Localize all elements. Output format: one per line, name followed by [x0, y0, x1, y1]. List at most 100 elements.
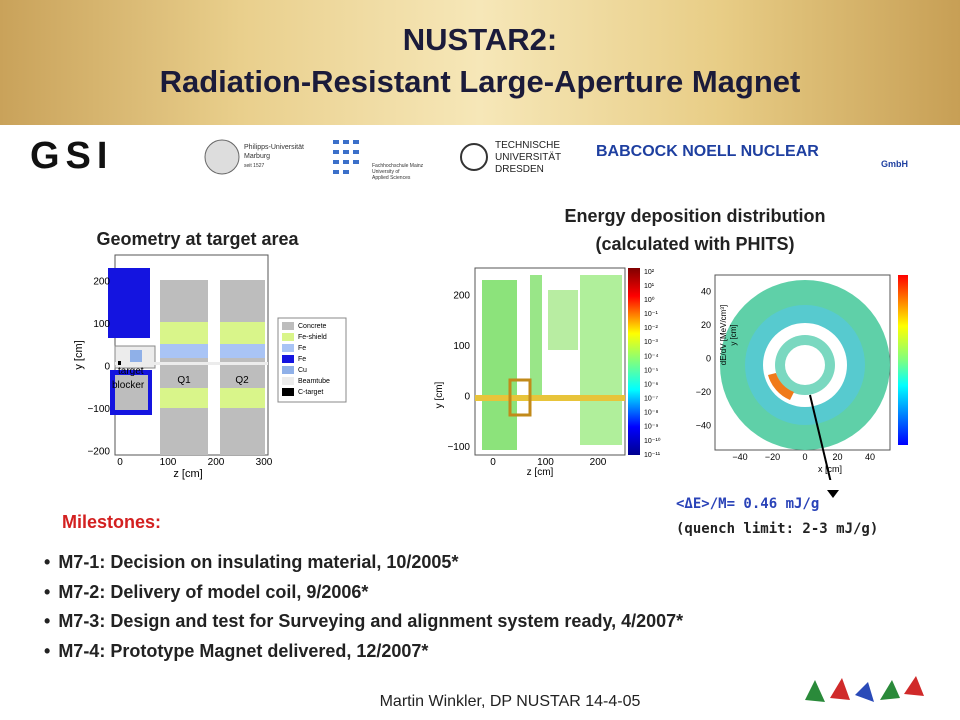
milestone-item: M7-1: Decision on insulating material, 1… [44, 552, 458, 573]
legend-swatch [282, 377, 294, 385]
colorbar-label: 10⁻⁵ [644, 367, 658, 374]
legend-label: Fe [298, 345, 306, 352]
logo-text: UNIVERSITÄT [495, 151, 561, 163]
y-tick-label: 200 [93, 277, 110, 288]
logo-text: DRESDEN [495, 164, 544, 175]
x-tick-label: 0 [802, 452, 807, 462]
pointer-line [809, 394, 832, 480]
title-line: NUSTAR2: [402, 22, 558, 57]
x-axis-label: x [cm] [818, 464, 842, 474]
logo-text: Applied Sciences [372, 175, 411, 181]
x-tick-label: 100 [160, 457, 177, 468]
y-tick-label: 20 [701, 320, 711, 330]
logo-babcock: BABCOCK NOELL NUCLEAR [596, 143, 819, 160]
colorbar [898, 275, 908, 445]
y-axis-label: dE/dV [MeV/cm³] [719, 305, 728, 365]
x-axis-label: z [cm] [527, 467, 554, 478]
figure-heading: Energy deposition distribution [564, 206, 826, 226]
y-tick-label: −40 [696, 420, 711, 430]
colorbar-label: 10⁻³ [644, 339, 658, 346]
x-tick-label: 0 [117, 457, 123, 468]
region-label: blocker [112, 380, 145, 391]
c-target [118, 361, 121, 365]
colorbar-label: 10⁰ [644, 296, 655, 304]
concrete [220, 280, 265, 455]
region-label: target [118, 366, 144, 377]
arrow [827, 490, 839, 498]
logo-gsi: GSI [30, 135, 113, 177]
header-band [0, 0, 960, 125]
y-tick-label: 40 [701, 286, 711, 296]
y-tick-label: −200 [87, 447, 110, 458]
fe-shield [220, 322, 265, 344]
y-axis-label: y [cm] [434, 381, 445, 408]
colorbar-label: 10⁻¹ [644, 311, 658, 318]
colorbar-label: 10² [644, 269, 655, 276]
legend-swatch [282, 355, 294, 363]
logo-text: University of [372, 169, 400, 175]
x-tick-label: 0 [490, 457, 496, 468]
y-tick-label: −20 [696, 387, 711, 397]
y-tick-label: −100 [447, 442, 470, 453]
colorbar-label: 10⁻¹¹ [644, 452, 661, 459]
x-tick-label: −40 [732, 452, 747, 462]
deposition-side-figure: 200 100 0 −100 0 100 200 z [cm] y [cm] 10² 10¹ 10⁰ 1… [434, 267, 661, 478]
deposition-cross-figure: 40 20 0 −20 −40 −40 −20 0 20 40 x [cm] dE/dV [MeV/c… [696, 274, 908, 480]
x-tick-label: 40 [865, 452, 875, 462]
heatmap-region [530, 275, 542, 395]
y-tick-label: 0 [706, 353, 711, 363]
arrow-head [827, 490, 839, 498]
logo-strip: GSI Philipps-Universität Marburg seit 15… [30, 135, 908, 181]
legend-swatch [282, 322, 294, 330]
y-tick-label: 100 [93, 319, 110, 330]
annotation: (quench limit: 2-3 mJ/g) [676, 521, 879, 537]
y-axis-label: y [cm] [73, 340, 85, 369]
logo-text: Marburg [244, 153, 270, 160]
y-tick-label: 0 [104, 362, 110, 373]
colorbar-label: 10⁻⁶ [644, 381, 658, 388]
milestone-item: M7-4: Prototype Magnet delivered, 12/200… [44, 641, 428, 662]
beam-region [475, 395, 625, 401]
logo-text: TECHNISCHE [495, 140, 560, 151]
legend-label: C-target [298, 389, 323, 396]
logo-mainz-dots [333, 140, 359, 174]
decoration [805, 676, 924, 702]
heatmap-region [548, 290, 578, 350]
legend-label: Cu [298, 367, 307, 374]
fe [220, 344, 265, 358]
legend-swatch [282, 333, 294, 341]
annotation: <ΔE>/M= 0.46 mJ/g [676, 496, 820, 512]
milestone-item: M7-2: Delivery of model coil, 9/2006* [44, 582, 368, 603]
beamtube [115, 362, 268, 365]
legend-label: Fe [298, 356, 306, 363]
x-tick-label: 200 [208, 457, 225, 468]
hot-spot [768, 373, 794, 400]
colorbar-label: 10⁻² [644, 325, 658, 332]
x-tick-label: 300 [256, 457, 273, 468]
fe-shield [160, 322, 208, 344]
x-tick-label: −20 [765, 452, 780, 462]
fe [160, 344, 208, 358]
fe-shield [160, 388, 208, 408]
legend-label: Fe-shield [298, 334, 327, 341]
y-axis-label: y [cm] [729, 324, 738, 345]
figure-heading: (calculated with PHITS) [595, 234, 795, 254]
cu [130, 350, 142, 364]
y-tick-label: 200 [453, 291, 470, 302]
aperture [785, 345, 825, 385]
colorbar-label: 10⁻⁹ [644, 424, 658, 431]
legend-swatch [282, 366, 294, 374]
milestone-item: M7-3: Design and test for Surveying and … [44, 611, 683, 632]
fe-block [108, 268, 150, 338]
geometry-figure: 200 100 0 −100 −200 0 100 200 300 z [cm] y [cm] tar… [73, 254, 347, 480]
blocker-region [508, 378, 532, 417]
logo-text: Philipps-Universität [244, 144, 304, 151]
x-tick-label: 200 [590, 457, 607, 468]
colorbar-label: 10⁻⁷ [644, 396, 658, 403]
logo-seal [460, 143, 488, 171]
x-tick-label: 100 [537, 457, 554, 468]
heatmap-region [482, 280, 517, 450]
y-tick-label: 100 [453, 341, 470, 352]
legend-swatch [282, 344, 294, 352]
